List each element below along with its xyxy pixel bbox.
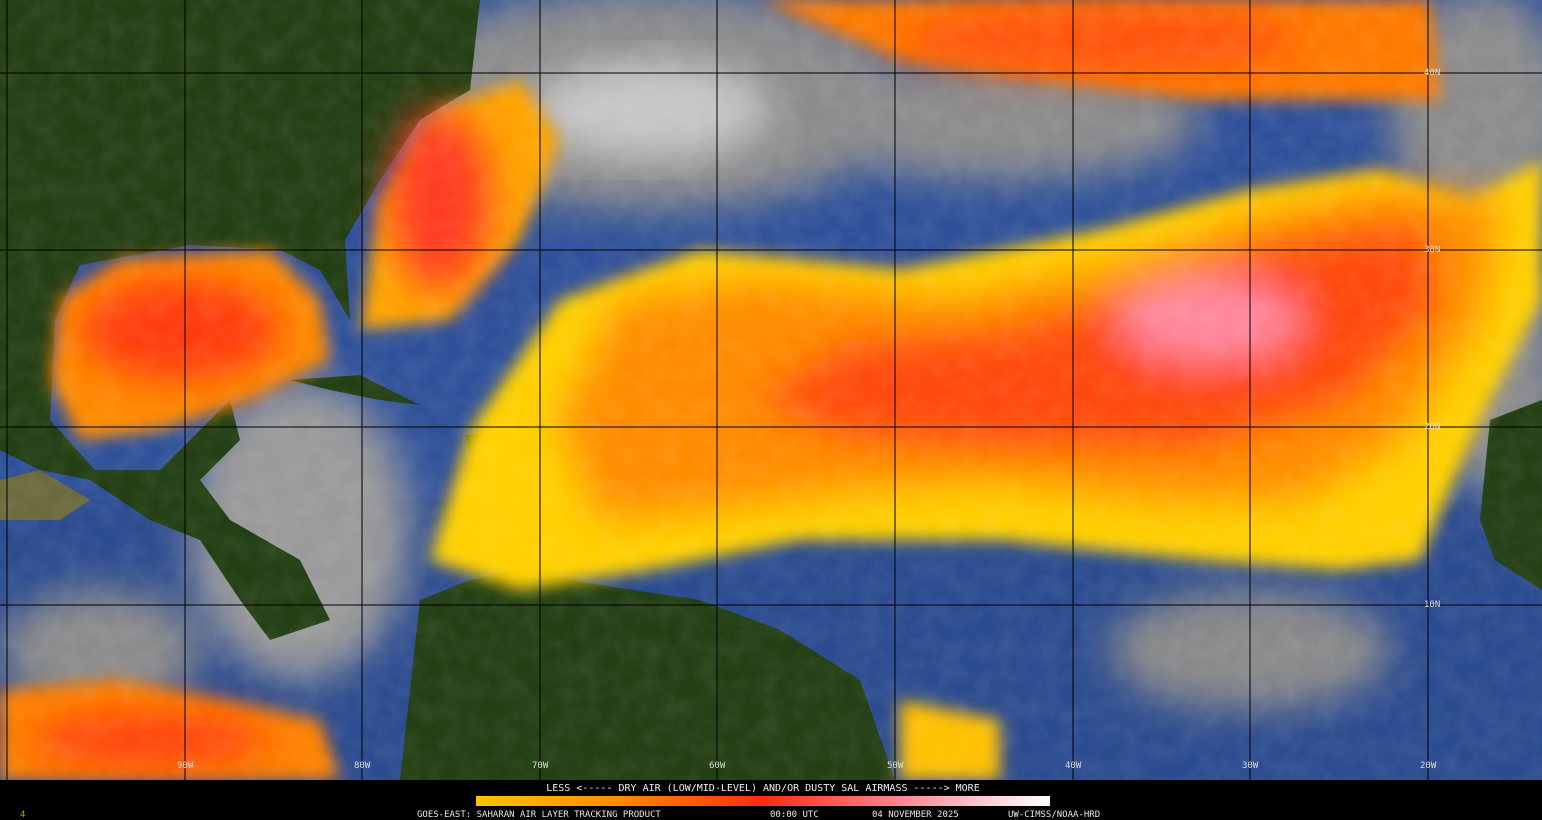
- longitude-label: 40W: [1065, 761, 1082, 771]
- longitude-label: 70W: [532, 761, 549, 771]
- longitude-label: 80W: [354, 761, 371, 771]
- longitude-label: 60W: [709, 761, 726, 771]
- imagery: [0, 0, 1542, 780]
- product-name: GOES-EAST: SAHARAN AIR LAYER TRACKING PR…: [417, 810, 661, 820]
- longitude-label: 90W: [177, 761, 194, 771]
- legend-caption: LESS <----- DRY AIR (LOW/MID-LEVEL) AND/…: [546, 783, 979, 794]
- credit: UW-CIMSS/NOAA-HRD: [1008, 810, 1100, 820]
- longitude-label: 20W: [1420, 761, 1437, 771]
- latitude-label: 30N: [1424, 245, 1440, 255]
- time: 00:00 UTC: [770, 810, 819, 820]
- color-bar: [476, 796, 1050, 806]
- longitude-label: 30W: [1242, 761, 1259, 771]
- latitude-label: 10N: [1424, 600, 1440, 610]
- graticule-labels: 40N 30N 20N 10N 90W 80W 70W 60W 50W 40W 30W 20W: [177, 68, 1440, 771]
- graticule: [0, 0, 1542, 780]
- latitude-label: 20N: [1424, 422, 1440, 432]
- longitude-label: 50W: [887, 761, 904, 771]
- frame-number: 4: [20, 810, 25, 820]
- date: 04 NOVEMBER 2025: [872, 810, 959, 820]
- latitude-label: 40N: [1424, 68, 1440, 78]
